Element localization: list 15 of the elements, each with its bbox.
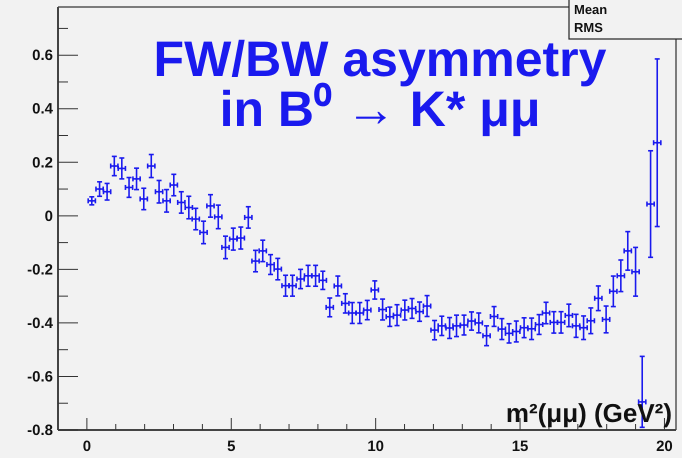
stats-box: Mean RMS <box>568 0 682 40</box>
x-tick-label: 5 <box>227 438 236 455</box>
x-tick-label: 10 <box>367 438 384 455</box>
y-tick-label: -0.6 <box>27 368 53 386</box>
y-tick-label: -0.2 <box>27 261 53 278</box>
x-tick-label: 0 <box>82 438 92 455</box>
x-tick-label: 15 <box>512 438 528 455</box>
y-tick-label: 0 <box>44 208 53 225</box>
y-tick-label: -0.8 <box>27 422 53 439</box>
annotation: Mean <box>574 2 608 17</box>
y-tick-label: 0.6 <box>32 47 53 64</box>
y-tick-label: 0.4 <box>32 100 54 118</box>
x-tick-label: 20 <box>656 438 673 455</box>
y-tick-label: 0.2 <box>32 154 53 172</box>
y-tick-label: -0.4 <box>27 314 54 332</box>
